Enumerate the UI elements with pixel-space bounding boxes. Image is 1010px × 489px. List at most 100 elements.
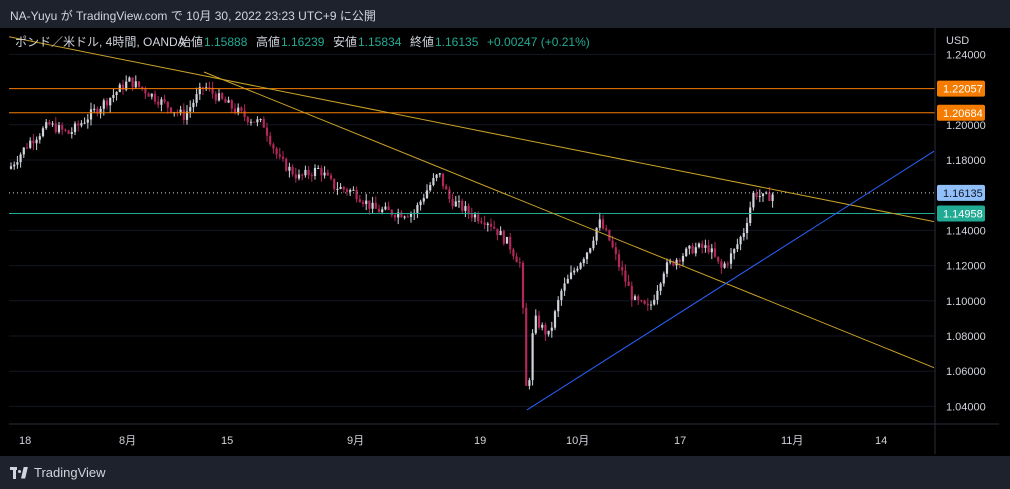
tradingview-logo[interactable]: TradingView — [10, 465, 106, 480]
candle-body — [598, 219, 601, 228]
candle-body — [195, 94, 198, 103]
chart-frame[interactable]: 1.22057 1.20684 1.16135 1.14958 1.24000 1.20… — [9, 28, 999, 454]
candle-body — [313, 167, 317, 176]
candle-body — [665, 262, 669, 274]
candle-body — [345, 189, 349, 192]
trendline[interactable] — [526, 150, 935, 411]
x-tick-label: 14 — [875, 435, 887, 447]
candle-body — [694, 247, 697, 254]
candle-body — [464, 205, 467, 211]
candle-body — [605, 228, 608, 230]
candle-body — [134, 81, 137, 88]
candle-body — [214, 93, 217, 101]
candle-body — [51, 123, 54, 125]
candle-body — [265, 127, 269, 136]
candle-body — [205, 87, 208, 89]
candle-body — [416, 204, 419, 213]
candle-body — [371, 202, 374, 209]
candle-body — [512, 249, 515, 257]
price-chart[interactable]: 1.22057 1.20684 1.16135 1.14958 1.24000 1.20… — [9, 28, 999, 454]
candle-body — [480, 221, 483, 223]
candle-body — [441, 173, 445, 187]
trendline[interactable] — [203, 71, 935, 369]
candle-body — [38, 136, 41, 140]
candle-body — [710, 248, 713, 253]
candle-body — [704, 245, 707, 248]
candle-body — [640, 300, 643, 302]
candle-body — [477, 214, 480, 222]
y-tick-label: 1.08000 — [946, 331, 986, 343]
candle-body — [32, 140, 35, 144]
candle-body — [621, 267, 624, 271]
candle-body — [749, 207, 752, 224]
candle-body — [627, 281, 630, 286]
candle-body — [387, 206, 390, 210]
candle-body — [419, 201, 422, 205]
candle-body — [45, 122, 48, 129]
candle-body — [461, 200, 464, 211]
candle-body — [13, 164, 16, 167]
candle-body — [563, 283, 566, 291]
candle-body — [406, 216, 409, 218]
y-tick-label: 1.20000 — [946, 120, 986, 132]
price-level-value: 1.22057 — [943, 84, 983, 96]
candle-body — [73, 123, 77, 133]
candle-body — [275, 148, 278, 155]
candle-body — [230, 100, 233, 109]
candle-body — [137, 81, 141, 87]
candle-body — [208, 87, 211, 89]
candle-body — [515, 256, 518, 263]
candle-body — [105, 100, 109, 106]
legend-open-label: 始値 — [179, 34, 203, 49]
candle-body — [285, 158, 288, 171]
candle-body — [201, 87, 205, 89]
x-tick-label: 18 — [19, 435, 31, 447]
candle-body — [768, 192, 771, 201]
candle-body — [509, 236, 512, 250]
candle-body — [582, 259, 585, 264]
candle-body — [733, 249, 736, 254]
candle-body — [355, 189, 358, 200]
candle-body — [96, 108, 99, 114]
candle-body — [54, 123, 57, 133]
candle-body — [169, 107, 173, 113]
candle-body — [432, 178, 435, 185]
candle-body — [323, 172, 326, 176]
candle-body — [457, 200, 461, 202]
x-tick-label: 11月 — [781, 435, 803, 447]
candle-body — [531, 333, 534, 381]
candle-body — [160, 99, 163, 105]
trendline[interactable] — [9, 36, 935, 223]
price-level-value: 1.20684 — [943, 108, 983, 120]
candle-body — [301, 174, 304, 176]
candle-body — [646, 303, 649, 306]
candle-body — [48, 122, 51, 125]
candle-body — [67, 130, 70, 134]
candle-body — [557, 300, 560, 312]
candle-body — [611, 240, 614, 248]
candle-body — [115, 92, 118, 95]
candle-body — [25, 147, 29, 149]
candle-body — [83, 122, 86, 124]
candle-body — [534, 315, 537, 334]
candle-body — [77, 123, 80, 126]
candle-body — [240, 107, 243, 111]
candle-body — [80, 123, 83, 126]
y-tick-label: 1.18000 — [946, 155, 986, 167]
legend-close-value: 1.16135 — [435, 35, 479, 49]
candle-body — [333, 178, 336, 190]
candle-body — [361, 202, 365, 204]
candle-body — [147, 93, 150, 97]
candle-body — [566, 278, 569, 284]
candle-body — [262, 119, 265, 128]
candle-body — [486, 223, 489, 225]
candle-body — [121, 84, 125, 90]
candle-body — [153, 93, 157, 102]
candle-body — [93, 108, 96, 110]
candle-body — [496, 228, 499, 236]
candle-body — [227, 100, 230, 103]
candle-body — [521, 262, 525, 308]
candle-body — [339, 186, 342, 189]
price-level-badge — [937, 205, 985, 222]
candle-body — [102, 100, 105, 109]
